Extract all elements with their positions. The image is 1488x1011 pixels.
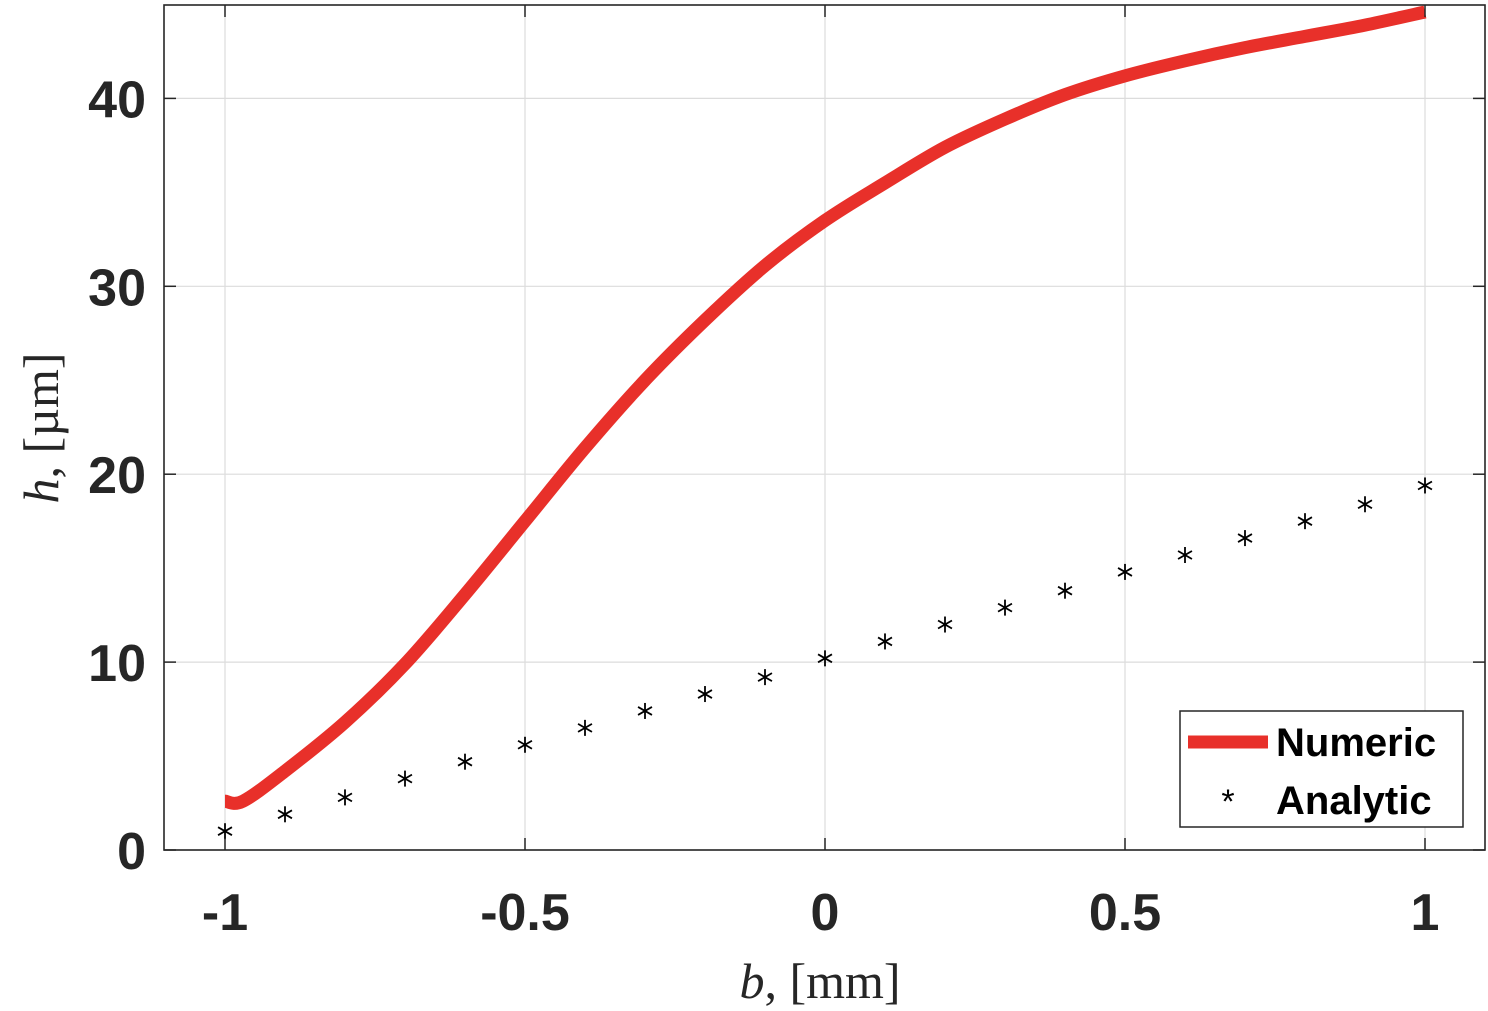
legend: Numeric * Analytic (1179, 710, 1464, 828)
x-tick-label: -0.5 (480, 884, 570, 942)
analytic-point (1417, 477, 1433, 494)
analytic-point (877, 633, 893, 650)
analytic-point (337, 789, 353, 806)
analytic-point (1297, 513, 1313, 530)
legend-numeric-label: Numeric (1276, 721, 1436, 765)
analytic-point (457, 753, 473, 770)
legend-box (1179, 710, 1464, 828)
x-axis-unit: [mm] (789, 953, 900, 1009)
analytic-point (997, 599, 1013, 616)
x-tick-label: -1 (202, 884, 248, 942)
analytic-point (1117, 563, 1133, 580)
analytic-point (1177, 546, 1193, 563)
analytic-point (1237, 530, 1253, 547)
y-tick-label: 0 (117, 823, 146, 881)
legend-analytic-label: Analytic (1276, 779, 1432, 823)
y-axis-unit: [µm] (13, 352, 69, 453)
y-tick-label: 10 (88, 635, 146, 693)
x-axis-label: b, [mm] (739, 953, 900, 1009)
analytic-point (1057, 582, 1073, 599)
analytic-point (217, 823, 233, 840)
y-tick-labels: 0 10 20 30 40 (88, 71, 146, 881)
analytic-point (277, 806, 293, 823)
analytic-point (577, 719, 593, 736)
x-tick-label: 0.5 (1089, 884, 1161, 942)
analytic-point (757, 669, 773, 686)
x-tick-labels: -1 -0.5 0 0.5 1 (202, 884, 1440, 942)
analytic-point (817, 650, 833, 667)
y-tick-label: 20 (88, 447, 146, 505)
x-axis-variable: b (739, 953, 764, 1009)
analytic-point (937, 616, 953, 633)
analytic-series (217, 477, 1433, 840)
y-tick-label: 40 (88, 71, 146, 129)
analytic-point (637, 702, 653, 719)
numeric-series (223, 5, 1427, 810)
analytic-point (517, 736, 533, 753)
x-axis-comma: , (764, 953, 789, 1009)
analytic-point (1357, 496, 1373, 513)
y-axis-label: h, [µm] (13, 352, 69, 503)
x-tick-label: 0 (811, 884, 840, 942)
analytic-point (697, 686, 713, 703)
legend-analytic-marker: * (1221, 783, 1234, 821)
y-tick-label: 30 (88, 259, 146, 317)
x-tick-label: 1 (1411, 884, 1440, 942)
axis-ticks (164, 5, 1485, 851)
analytic-point (397, 770, 413, 787)
numeric-line (223, 5, 1427, 810)
y-axis-comma: , (13, 454, 69, 479)
y-axis-variable: h (13, 479, 69, 504)
